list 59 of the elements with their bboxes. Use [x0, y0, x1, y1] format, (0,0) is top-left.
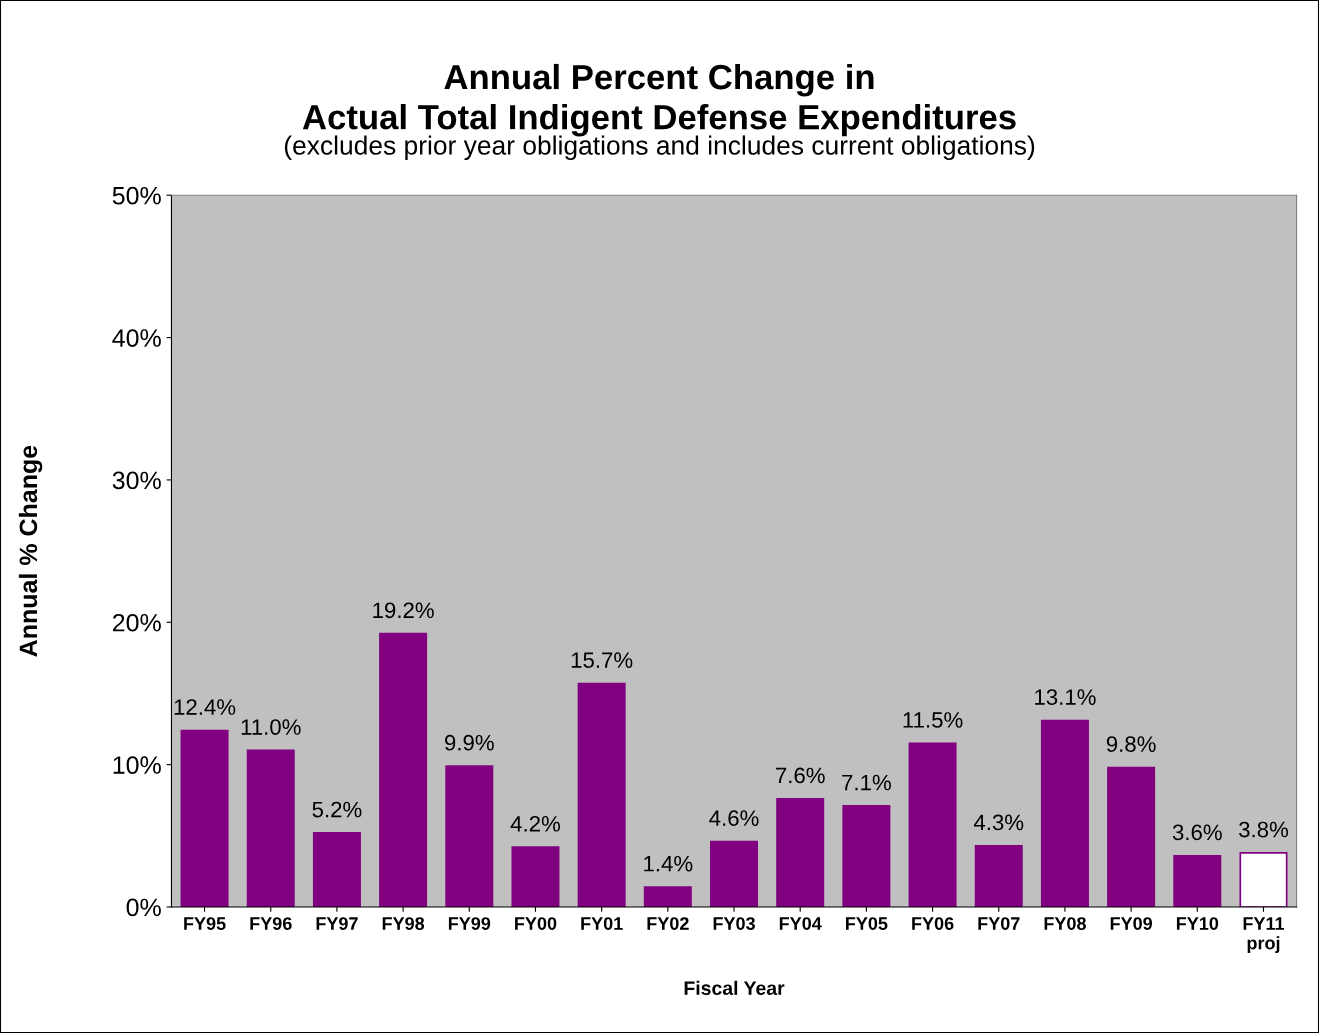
bar	[842, 805, 891, 907]
y-tick-label: 50%	[112, 186, 161, 205]
data-label: 5.2%	[312, 801, 362, 818]
bar	[1107, 766, 1156, 907]
x-axis-title: Fiscal Year	[684, 980, 785, 996]
x-tick-label: FY10	[1176, 917, 1219, 930]
y-tick-label: 20%	[112, 613, 161, 632]
bar	[577, 682, 626, 907]
data-label: 15.7%	[571, 652, 633, 668]
data-label: 7.1%	[842, 774, 891, 791]
data-label: 11.0%	[241, 719, 301, 735]
x-tick-label: FY96	[250, 917, 292, 930]
data-label: 4.2%	[510, 815, 561, 832]
x-tick-label: FY05	[846, 917, 888, 930]
data-label: 12.4%	[174, 699, 236, 715]
x-tick-label: FY01	[581, 917, 623, 930]
x-tick-label: FY09	[1110, 917, 1153, 930]
data-label: 3.8%	[1239, 821, 1289, 838]
y-tick-label: 30%	[112, 471, 161, 490]
bar	[180, 729, 229, 907]
x-tick-label: FY06	[912, 917, 954, 930]
y-tick-label: 40%	[112, 329, 161, 347]
bar	[246, 749, 295, 907]
data-label: 13.1%	[1035, 689, 1096, 705]
data-label: 9.8%	[1106, 736, 1156, 752]
x-tick-label: FY99	[448, 917, 491, 930]
data-label: 1.4%	[644, 855, 693, 872]
x-tick-label: FY11 proj	[1243, 917, 1285, 953]
bar	[445, 765, 494, 907]
bar	[1173, 854, 1222, 907]
data-label: 4.3%	[973, 814, 1024, 831]
bar	[312, 832, 361, 907]
x-tick-label: FY04	[779, 917, 822, 930]
x-tick-label: FY98	[382, 917, 425, 930]
bar	[776, 797, 825, 907]
x-tick-label: FY00	[515, 917, 557, 930]
bar	[908, 742, 957, 907]
bar	[710, 840, 759, 907]
x-tick-label: FY97	[316, 917, 358, 930]
data-label: 19.2%	[373, 602, 434, 619]
bar	[974, 844, 1023, 907]
bar	[643, 886, 692, 907]
y-tick-label: 0%	[126, 898, 161, 917]
x-tick-label: FY95	[184, 917, 226, 930]
x-tick-label: FY07	[978, 917, 1020, 930]
y-axis-title: Annual % Change	[18, 445, 43, 657]
data-label: 7.6%	[776, 767, 825, 784]
data-label: 4.6%	[709, 810, 759, 826]
x-tick-label: FY08	[1044, 917, 1086, 930]
bar	[511, 846, 560, 907]
bar	[379, 632, 428, 907]
y-tick-label: 10%	[113, 756, 161, 774]
x-tick-label: FY03	[713, 917, 755, 930]
data-label: 3.6%	[1172, 824, 1222, 841]
bar	[1040, 719, 1089, 907]
x-tick-label: FY02	[647, 917, 689, 930]
data-label: 9.9%	[445, 734, 494, 751]
data-label: 11.5%	[903, 712, 963, 728]
bar	[1239, 852, 1288, 907]
